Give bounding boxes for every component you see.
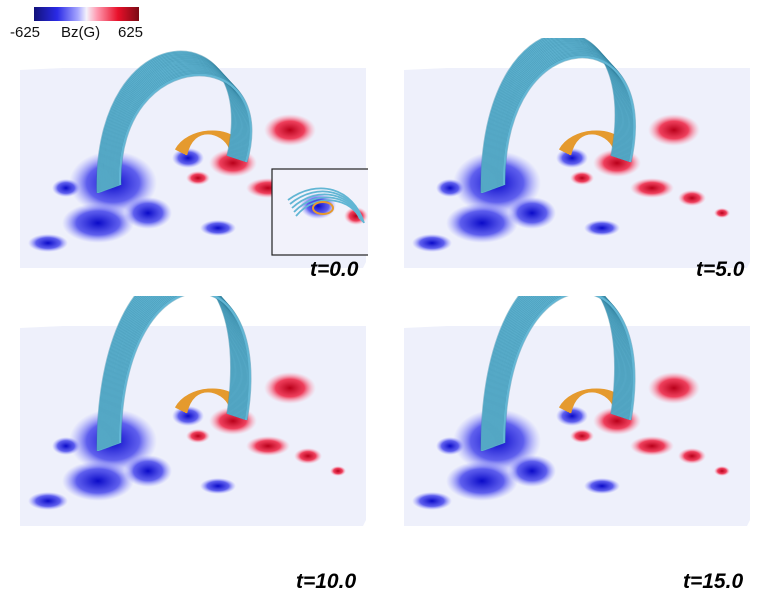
negative-polarity-patch	[556, 406, 588, 426]
positive-polarity-patch	[570, 171, 594, 185]
field-panel-svg	[404, 38, 750, 268]
negative-polarity-patch	[124, 197, 172, 229]
positive-polarity-patch	[714, 208, 730, 218]
magnetogram-plane	[20, 326, 366, 526]
field-panel-svg	[20, 296, 366, 526]
flux-rope-field-line	[502, 55, 636, 186]
flux-rope-field-line	[118, 73, 252, 186]
panel-t0	[18, 38, 368, 268]
positive-polarity-patch	[630, 436, 674, 456]
core-field-line	[568, 389, 616, 414]
positive-polarity-patch	[264, 114, 316, 146]
panel-t5	[402, 38, 752, 268]
positive-polarity-patch	[570, 429, 594, 443]
negative-polarity-patch	[62, 461, 134, 501]
magnetogram-plane	[404, 68, 750, 268]
negative-polarity-patch	[584, 478, 620, 494]
positive-polarity-patch	[678, 190, 706, 206]
negative-polarity-patch	[584, 220, 620, 236]
negative-polarity-patch	[62, 203, 134, 243]
colorbar-quantity-label: Bz(G)	[61, 24, 101, 41]
core-field-line	[568, 131, 616, 156]
flux-rope-field-line	[118, 296, 251, 444]
colorbar-min-label: -625	[10, 24, 41, 41]
positive-polarity-patch	[186, 429, 210, 443]
time-label-t5: t=5.0	[696, 258, 745, 281]
negative-polarity-patch	[508, 455, 556, 487]
positive-polarity-patch	[294, 448, 322, 464]
negative-polarity-patch	[172, 148, 204, 168]
negative-polarity-patch	[124, 455, 172, 487]
magnetogram-plane	[404, 326, 750, 526]
flux-rope-field-line	[502, 296, 635, 444]
negative-polarity-patch	[200, 220, 236, 236]
negative-polarity-patch	[412, 492, 452, 510]
negative-polarity-patch	[412, 234, 452, 252]
time-label-t0: t=0.0	[310, 258, 359, 281]
positive-polarity-patch	[186, 171, 210, 185]
positive-polarity-patch	[630, 178, 674, 198]
negative-polarity-patch	[28, 234, 68, 252]
negative-polarity-patch	[508, 197, 556, 229]
positive-polarity-patch	[264, 372, 316, 404]
panel-t15	[402, 296, 752, 526]
negative-polarity-patch	[28, 492, 68, 510]
colorbar-max-label: 625	[118, 24, 144, 41]
time-label-t15: t=15.0	[683, 570, 744, 593]
positive-polarity-patch	[330, 466, 346, 476]
negative-polarity-patch	[436, 437, 464, 455]
negative-polarity-patch	[200, 478, 236, 494]
field-panel-svg	[20, 50, 368, 268]
positive-polarity-patch	[648, 114, 700, 146]
positive-polarity-patch	[714, 466, 730, 476]
positive-polarity-patch	[648, 372, 700, 404]
negative-polarity-patch	[556, 148, 588, 168]
negative-polarity-patch	[52, 179, 80, 197]
core-field-line	[184, 389, 232, 414]
positive-polarity-patch	[678, 448, 706, 464]
positive-polarity-patch	[246, 436, 290, 456]
time-label-t10: t=10.0	[296, 570, 357, 593]
core-field-line	[184, 131, 232, 156]
colorbar	[34, 7, 139, 21]
negative-polarity-patch	[52, 437, 80, 455]
negative-polarity-patch	[446, 203, 518, 243]
panel-t10	[18, 296, 368, 526]
negative-polarity-patch	[446, 461, 518, 501]
field-panel-svg	[404, 296, 750, 526]
top-view-inset	[271, 168, 368, 256]
negative-polarity-patch	[436, 179, 464, 197]
negative-polarity-patch	[172, 406, 204, 426]
